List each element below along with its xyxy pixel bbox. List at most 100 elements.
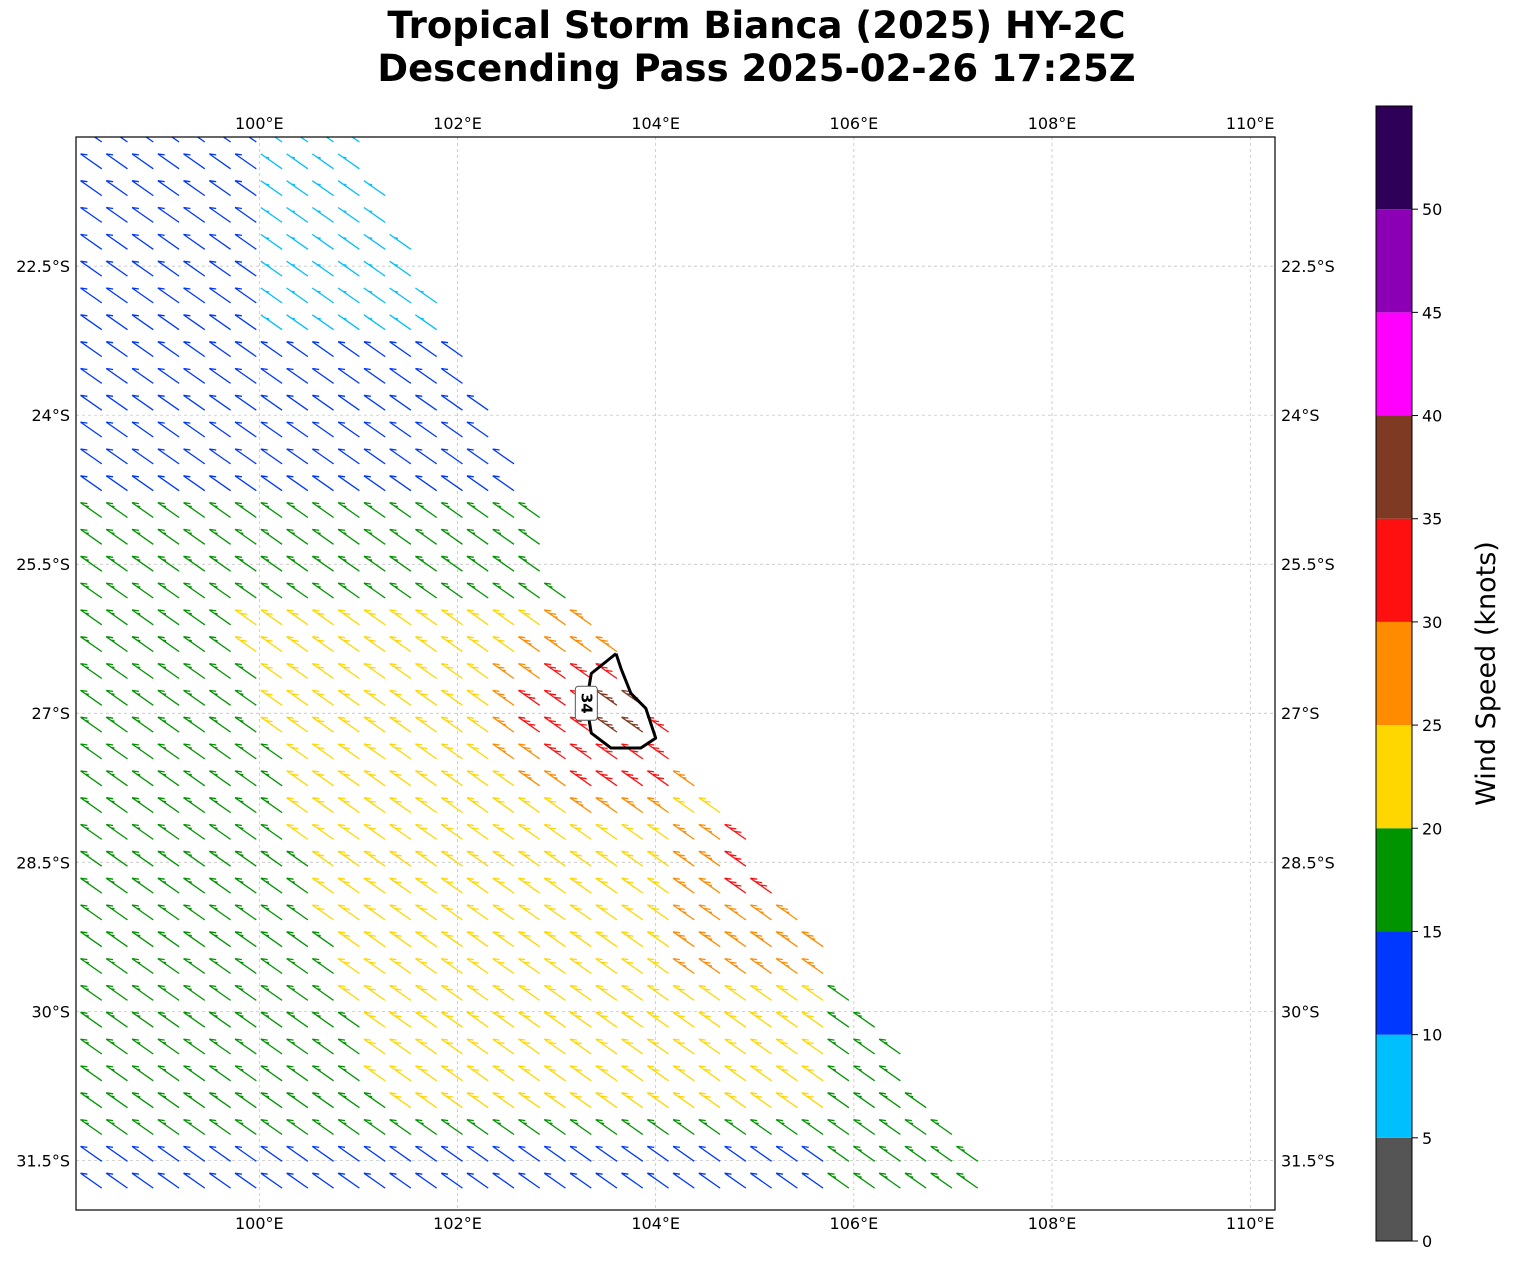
wind-barb — [440, 957, 463, 975]
wind-barb — [80, 1011, 103, 1028]
wind-barb — [157, 341, 180, 358]
wind-barb — [646, 931, 669, 948]
wind-barb — [595, 1038, 618, 1055]
wind-barb — [415, 743, 438, 760]
wind-barb — [76, 758, 77, 759]
wind-barb — [466, 1118, 489, 1136]
wind-barb — [208, 341, 231, 358]
wind-barb — [415, 394, 438, 411]
wind-barb — [208, 314, 231, 331]
wind-barb — [569, 1011, 592, 1028]
wind-barb — [389, 394, 412, 411]
wind-barb — [466, 931, 489, 948]
wind-barb — [208, 1172, 231, 1189]
wind-barb — [311, 1145, 334, 1162]
wind-barb — [518, 877, 541, 894]
wind-barb — [208, 877, 231, 894]
wind-barb — [80, 475, 103, 492]
y-tick-label-right: 25.5°S — [1281, 555, 1335, 574]
wind-barb — [80, 394, 103, 411]
wind-barb — [76, 516, 77, 518]
wind-barb — [827, 984, 850, 1001]
wind-barb — [621, 1065, 644, 1082]
wind-barb — [337, 448, 360, 465]
wind-barb — [105, 716, 128, 733]
wind-barb — [440, 1145, 463, 1162]
wind-barb — [363, 984, 386, 1001]
wind-barb — [80, 501, 103, 519]
wind-barb — [363, 609, 386, 626]
wind-barb — [286, 850, 309, 867]
wind-barb — [157, 582, 180, 599]
wind-barb — [80, 421, 103, 438]
wind-barb — [208, 206, 231, 223]
wind-barb — [415, 797, 438, 814]
wind-barb — [518, 1038, 541, 1055]
wind-barb — [415, 984, 438, 1001]
wind-barb — [76, 302, 77, 303]
wind-barb — [492, 877, 515, 894]
wind-barb — [415, 609, 438, 626]
wind-barb — [234, 689, 257, 706]
y-tick-label-left: 25.5°S — [16, 555, 70, 574]
wind-barb — [260, 797, 283, 814]
wind-barb — [76, 1187, 77, 1189]
wind-barb — [105, 984, 128, 1001]
wind-barb — [80, 582, 103, 599]
wind-barb — [183, 1038, 206, 1055]
wind-barb — [260, 931, 283, 948]
x-tick-label-top: 104°E — [631, 114, 680, 133]
wind-barb — [466, 1038, 489, 1055]
wind-barb — [157, 1145, 180, 1162]
wind-barb — [93, 137, 103, 143]
wind-barb — [646, 877, 669, 894]
wind-barb — [105, 1118, 128, 1136]
wind-barb — [518, 501, 541, 519]
wind-barb — [286, 931, 309, 948]
wind-barb — [260, 448, 283, 465]
wind-barb — [801, 1011, 824, 1028]
wind-barb — [518, 582, 541, 599]
wind-barb — [337, 1038, 360, 1055]
wind-barb — [157, 314, 180, 331]
wind-barb — [208, 501, 231, 519]
wind-barb — [801, 1092, 824, 1109]
wind-barb — [724, 1145, 747, 1162]
wind-barb — [286, 1038, 309, 1055]
wind-barb — [131, 957, 154, 975]
wind-barb — [234, 1011, 257, 1028]
wind-barb — [183, 528, 206, 545]
wind-barb — [76, 704, 77, 706]
wind-barb — [80, 1118, 103, 1136]
wind-barb — [543, 662, 566, 680]
chart-title: Tropical Storm Bianca (2025) HY-2C Desce… — [0, 4, 1513, 90]
wind-barb — [105, 877, 128, 894]
wind-barb — [311, 1172, 334, 1189]
wind-barb — [286, 1065, 309, 1082]
wind-barb — [183, 314, 206, 331]
wind-barb — [260, 957, 283, 975]
wind-barb — [157, 770, 180, 787]
wind-barb — [80, 448, 103, 465]
wind-barb — [183, 260, 206, 277]
wind-barb — [646, 850, 669, 867]
wind-barb — [492, 689, 515, 706]
wind-barb — [853, 1172, 876, 1189]
wind-barb — [183, 1118, 206, 1136]
wind-barb — [234, 797, 257, 814]
wind-barb — [208, 689, 231, 706]
wind-barb — [621, 984, 644, 1001]
wind-barb — [157, 448, 180, 465]
wind-barb — [131, 1065, 154, 1082]
wind-barb — [208, 528, 231, 545]
wind-barb — [337, 850, 360, 867]
wind-barb — [260, 609, 283, 626]
wind-barb — [208, 1118, 231, 1136]
y-tick-label-right: 22.5°S — [1281, 257, 1335, 276]
wind-barb — [286, 341, 309, 358]
wind-barb — [440, 555, 463, 572]
wind-barb — [260, 823, 283, 840]
wind-barb — [543, 1118, 566, 1136]
wind-barb — [389, 716, 412, 733]
wind-barb — [105, 1092, 128, 1109]
